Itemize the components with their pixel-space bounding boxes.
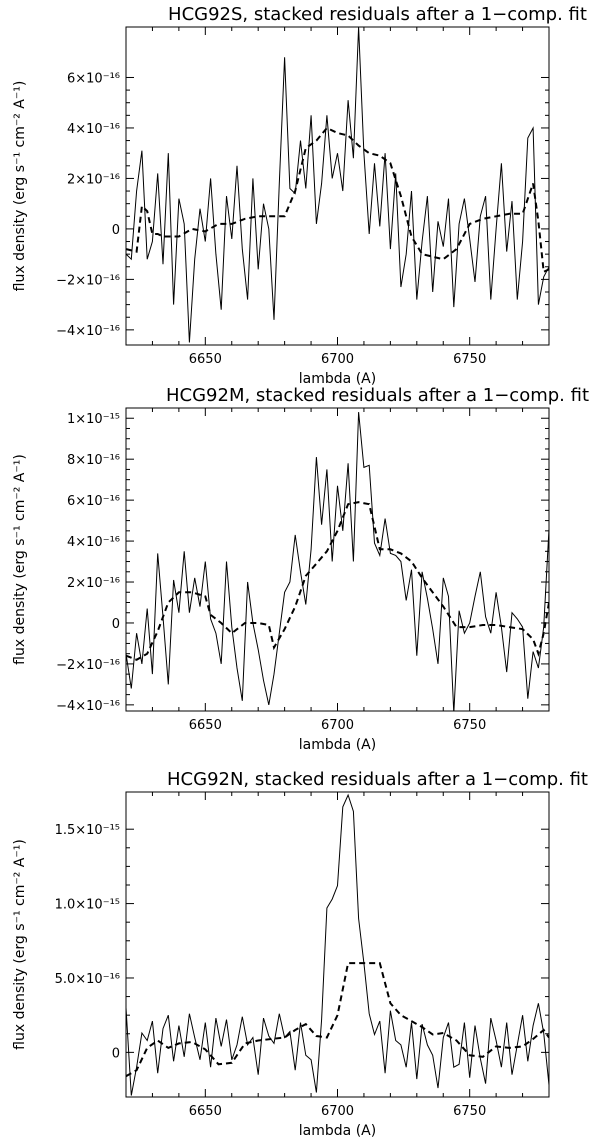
x-tick-label: 6650 [189,352,222,367]
model-fit-line [126,126,549,274]
y-axis-label: flux density (erg s⁻¹ cm⁻² A⁻¹) [12,454,28,665]
plot-frame [125,791,550,1098]
x-axis-label: lambda (A) [299,371,376,387]
y-tick-label: 1.0×10⁻¹⁵ [55,898,120,913]
chart-title: HCG92N, stacked residuals after a 1−comp… [167,769,588,790]
chart-title: HCG92S, stacked residuals after a 1−comp… [168,4,587,25]
y-tick-label: −2×10⁻¹⁶ [56,658,120,673]
chart-panel-3: HCG92N, stacked residuals after a 1−comp… [12,769,588,1139]
chart-panel-2: HCG92M, stacked residuals after a 1−comp… [12,385,589,753]
x-axis-label: lambda (A) [299,1123,376,1139]
x-tick-label: 6700 [321,352,354,367]
y-tick-label: 6×10⁻¹⁶ [67,494,120,509]
y-tick-label: 2×10⁻¹⁶ [67,576,120,591]
y-tick-label: 6×10⁻¹⁶ [67,71,120,86]
chart-title: HCG92M, stacked residuals after a 1−comp… [166,385,589,406]
y-tick-label: −4×10⁻¹⁶ [56,699,120,714]
y-tick-label: 2×10⁻¹⁶ [67,172,120,187]
x-axis-label: lambda (A) [299,737,376,753]
y-axis-label: flux density (erg s⁻¹ cm⁻² A⁻¹) [12,81,28,292]
model-fit-line [126,501,549,661]
plot-frame [125,407,550,712]
x-tick-label: 6650 [189,1104,222,1119]
y-tick-label: 4×10⁻¹⁶ [67,122,120,137]
y-tick-label: 5.0×10⁻¹⁶ [55,972,120,987]
x-tick-label: 6750 [453,718,486,733]
residual-line [126,793,549,1096]
residual-line [126,412,549,711]
x-tick-label: 6700 [321,718,354,733]
y-tick-label: −4×10⁻¹⁶ [56,324,120,339]
y-tick-label: 0 [112,617,120,632]
y-tick-label: 8×10⁻¹⁶ [67,453,120,468]
y-tick-label: 4×10⁻¹⁶ [67,535,120,550]
y-axis-label: flux density (erg s⁻¹ cm⁻² A⁻¹) [12,839,28,1050]
y-tick-label: 1.5×10⁻¹⁵ [55,823,120,838]
y-tick-label: −2×10⁻¹⁶ [56,273,120,288]
x-tick-label: 6650 [189,718,222,733]
y-tick-label: 1×10⁻¹⁵ [67,412,120,427]
residual-line [126,27,549,343]
x-tick-label: 6750 [453,352,486,367]
y-tick-label: 0 [112,223,120,238]
chart-panel-1: HCG92S, stacked residuals after a 1−comp… [12,4,587,387]
model-fit-line [126,962,549,1078]
y-tick-label: 0 [112,1046,120,1061]
x-tick-label: 6750 [453,1104,486,1119]
plot-frame [125,26,550,346]
x-tick-label: 6700 [321,1104,354,1119]
